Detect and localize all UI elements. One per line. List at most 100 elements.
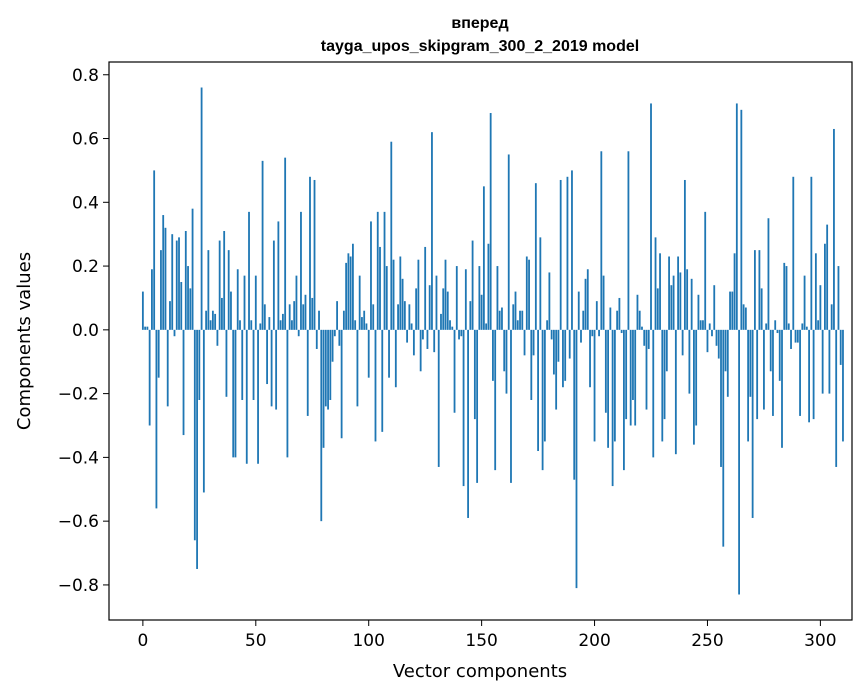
bar-201 <box>595 301 598 330</box>
bar-215 <box>627 151 630 330</box>
bar-129 <box>433 329 436 353</box>
bar-186 <box>562 329 564 388</box>
bar-34 <box>218 240 221 330</box>
x-tick-label: 150 <box>465 631 497 651</box>
bar-280 <box>774 320 777 330</box>
bar-89 <box>342 310 345 330</box>
bar-92 <box>349 256 352 330</box>
bar-252 <box>711 329 713 337</box>
bar-62 <box>281 313 284 330</box>
bar-301 <box>821 329 824 394</box>
bar-30 <box>209 320 212 330</box>
bar-241 <box>686 269 689 330</box>
bar-203 <box>600 151 603 330</box>
bar-11 <box>166 329 169 407</box>
bar-218 <box>634 329 637 426</box>
bar-49 <box>252 329 255 400</box>
bar-217 <box>632 329 634 400</box>
bar-84 <box>331 329 334 362</box>
bar-188 <box>566 176 569 330</box>
bar-24 <box>196 329 198 569</box>
bar-78 <box>318 310 320 330</box>
bar-12 <box>169 301 171 330</box>
bar-288 <box>792 176 795 330</box>
bar-61 <box>279 320 282 330</box>
bar-128 <box>431 132 433 330</box>
bar-33 <box>216 329 219 346</box>
bar-123 <box>419 329 422 372</box>
bar-91 <box>347 253 350 330</box>
bar-246 <box>697 294 700 330</box>
bar-214 <box>625 329 628 420</box>
bar-230 <box>661 329 664 442</box>
bar-206 <box>607 329 609 448</box>
bar-216 <box>629 329 632 426</box>
bar-114 <box>399 256 402 330</box>
bar-23 <box>193 329 196 541</box>
bar-88 <box>340 329 343 439</box>
bar-205 <box>604 329 607 413</box>
bar-223 <box>645 329 648 410</box>
bar-70 <box>300 211 302 330</box>
bar-187 <box>564 329 567 381</box>
bar-298 <box>814 253 817 330</box>
bar-2 <box>146 326 149 330</box>
bar-0 <box>141 291 144 330</box>
bar-220 <box>638 310 641 330</box>
bar-125 <box>424 246 427 330</box>
bar-82 <box>327 329 329 410</box>
bar-182 <box>552 329 555 375</box>
bar-100 <box>367 329 370 378</box>
bar-268 <box>747 329 750 442</box>
bar-275 <box>763 329 765 410</box>
bar-227 <box>654 237 657 330</box>
y-axis-label: Components values <box>14 252 35 430</box>
bar-14 <box>173 329 176 337</box>
bar-93 <box>352 243 354 330</box>
bar-255 <box>717 329 720 359</box>
bar-253 <box>713 285 716 330</box>
bar-71 <box>302 304 305 330</box>
bar-8 <box>160 250 162 330</box>
bar-21 <box>189 288 192 330</box>
bar-279 <box>772 329 774 416</box>
x-tick-label: 300 <box>804 631 836 651</box>
bar-159 <box>501 307 503 330</box>
bar-139 <box>455 266 458 330</box>
bar-117 <box>406 329 409 343</box>
bar-307 <box>835 329 838 467</box>
bar-20 <box>187 266 189 330</box>
bar-248 <box>702 320 704 330</box>
bar-48 <box>250 320 253 330</box>
bar-154 <box>489 113 492 330</box>
bar-150 <box>480 294 483 330</box>
bar-286 <box>787 323 790 330</box>
bar-224 <box>647 329 650 349</box>
bar-135 <box>446 291 449 330</box>
bar-5 <box>153 170 156 330</box>
x-tick-label: 0 <box>137 631 148 651</box>
bar-107 <box>383 211 386 330</box>
bar-160 <box>503 329 506 372</box>
x-tick-label: 250 <box>691 631 723 651</box>
bar-47 <box>248 211 250 330</box>
bar-238 <box>679 272 682 330</box>
bar-140 <box>458 329 460 340</box>
bar-310 <box>842 329 844 442</box>
bar-296 <box>810 176 813 330</box>
bar-245 <box>695 329 698 426</box>
bar-239 <box>681 329 684 356</box>
bar-68 <box>295 275 298 330</box>
bar-73 <box>306 329 309 416</box>
bar-4 <box>151 269 153 330</box>
bar-219 <box>636 294 639 330</box>
bar-44 <box>241 329 244 400</box>
bar-166 <box>516 320 519 330</box>
bar-297 <box>812 329 815 420</box>
bar-178 <box>543 329 546 442</box>
bar-156 <box>494 329 497 471</box>
bar-222 <box>643 329 646 346</box>
bar-242 <box>688 329 691 394</box>
bar-271 <box>753 250 756 330</box>
bar-211 <box>618 297 621 330</box>
